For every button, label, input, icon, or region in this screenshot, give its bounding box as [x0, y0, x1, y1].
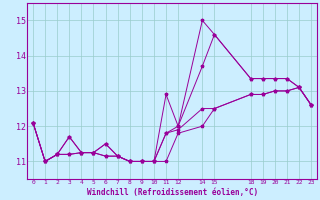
X-axis label: Windchill (Refroidissement éolien,°C): Windchill (Refroidissement éolien,°C) [86, 188, 258, 197]
